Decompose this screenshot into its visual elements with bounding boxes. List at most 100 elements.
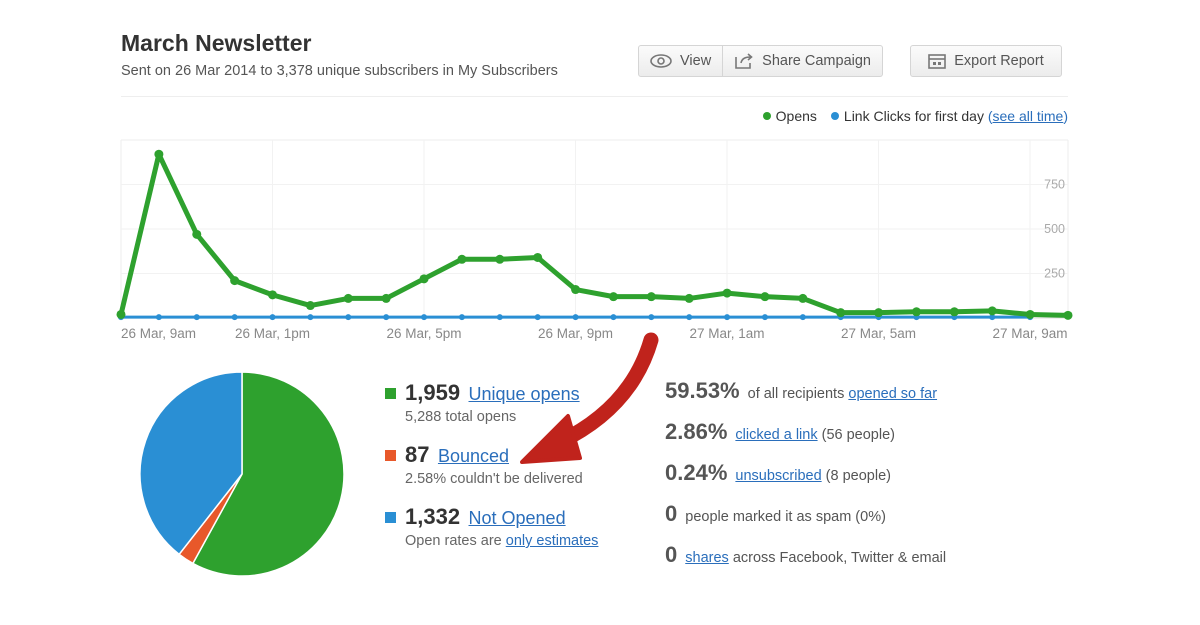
clicks-point bbox=[496, 314, 503, 321]
opens-point bbox=[305, 301, 315, 311]
opens-point bbox=[646, 292, 656, 302]
share-campaign-label: Share Campaign bbox=[762, 53, 871, 69]
not-opened-value: 1,332 bbox=[405, 504, 461, 529]
y-tick-label: 250 bbox=[1044, 267, 1065, 281]
shares-count: 0 bbox=[665, 542, 678, 567]
legend-opens-label: Opens bbox=[775, 108, 817, 124]
spam-summary-row: 0 people marked it as spam (0%) bbox=[665, 501, 946, 542]
summary-stats: 59.53% of all recipients opened so far 2… bbox=[665, 378, 946, 583]
clicks-point bbox=[572, 314, 579, 321]
page-title: March Newsletter bbox=[121, 30, 312, 56]
chart-legend: Opens Link Clicks for first day (see all… bbox=[762, 108, 1068, 124]
not-opened-sub: Open rates are only estimates bbox=[405, 533, 665, 549]
opens-point bbox=[760, 292, 770, 302]
x-tick-label: 27 Mar, 9am bbox=[992, 326, 1067, 341]
shares-summary-row: 0 shares across Facebook, Twitter & emai… bbox=[665, 542, 946, 583]
not-opened-stat: 1,332 Not Opened Open rates are only est… bbox=[385, 504, 665, 549]
clicks-point bbox=[269, 314, 276, 321]
view-button[interactable]: View bbox=[638, 45, 724, 77]
x-tick-label: 26 Mar, 5pm bbox=[386, 326, 461, 341]
opens-point bbox=[987, 306, 997, 316]
toolbar-button-group: View Share Campaign bbox=[638, 45, 883, 77]
clicks-point bbox=[383, 314, 390, 321]
x-tick-label: 26 Mar, 9pm bbox=[538, 326, 613, 341]
opens-point bbox=[533, 252, 543, 262]
opens-point bbox=[911, 307, 921, 317]
opens-point bbox=[116, 309, 126, 319]
unique-opens-swatch bbox=[385, 388, 396, 399]
opened-summary-row: 59.53% of all recipients opened so far bbox=[665, 378, 946, 419]
clicks-point bbox=[421, 314, 428, 321]
total-opens-text: 5,288 total opens bbox=[405, 409, 517, 425]
spam-text: people marked it as spam (0%) bbox=[685, 509, 886, 525]
clicks-point bbox=[610, 314, 617, 321]
opens-point bbox=[571, 285, 581, 295]
opened-percent: 59.53% bbox=[665, 378, 740, 403]
x-tick-label: 27 Mar, 5am bbox=[841, 326, 916, 341]
clicks-point bbox=[989, 314, 996, 321]
export-report-label: Export Report bbox=[954, 53, 1044, 69]
opened-prefix-text: of all recipients bbox=[747, 386, 845, 402]
unsubscribed-summary-row: 0.24% unsubscribed (8 people) bbox=[665, 460, 946, 501]
opens-point bbox=[836, 308, 846, 318]
see-all-time-link[interactable]: see all time bbox=[992, 108, 1064, 124]
opens-point bbox=[1063, 310, 1073, 320]
export-report-button[interactable]: Export Report bbox=[910, 45, 1062, 77]
opens-point bbox=[684, 293, 694, 303]
opens-point bbox=[608, 292, 618, 302]
opens-point bbox=[1025, 309, 1035, 319]
calendar-icon bbox=[928, 53, 947, 69]
clicked-a-link[interactable]: clicked a link bbox=[735, 427, 818, 443]
clicks-point bbox=[686, 314, 693, 321]
opens-point bbox=[192, 229, 202, 239]
unsubscribed-link[interactable]: unsubscribed bbox=[735, 468, 822, 484]
bounced-stat: 87 Bounced 2.58% couldn't be delivered bbox=[385, 442, 665, 487]
share-campaign-button[interactable]: Share Campaign bbox=[723, 45, 883, 77]
x-tick-label: 27 Mar, 1am bbox=[689, 326, 764, 341]
see-all-open-paren: ( bbox=[987, 108, 993, 124]
bounced-value: 87 bbox=[405, 442, 430, 467]
pie-slice-not-opened bbox=[139, 371, 243, 556]
clicks-point bbox=[799, 314, 806, 321]
bounced-sub-text: 2.58% couldn't be delivered bbox=[405, 471, 583, 487]
see-all-close-paren: ) bbox=[1063, 108, 1068, 124]
not-opened-swatch bbox=[385, 512, 396, 523]
opens-point bbox=[722, 288, 732, 298]
opens-point bbox=[874, 308, 884, 318]
unsubscribed-percent: 0.24% bbox=[665, 460, 728, 485]
stats-left: 1,959 Unique opens 5,288 total opens 87 … bbox=[385, 380, 665, 566]
share-icon bbox=[734, 53, 754, 69]
header-divider bbox=[121, 96, 1068, 97]
not-opened-link[interactable]: Not Opened bbox=[468, 508, 566, 528]
shares-link[interactable]: shares bbox=[685, 550, 729, 566]
bounced-link[interactable]: Bounced bbox=[437, 446, 509, 466]
x-tick-label: 26 Mar, 1pm bbox=[235, 326, 310, 341]
opened-so-far-link[interactable]: opened so far bbox=[848, 386, 938, 402]
open-rates-text: Open rates are bbox=[405, 533, 506, 549]
legend-opens: Opens bbox=[762, 108, 817, 124]
pie-slice-unique-opens bbox=[191, 371, 345, 577]
clicks-point bbox=[648, 314, 655, 321]
opens-point bbox=[268, 290, 278, 300]
only-estimates-link[interactable]: only estimates bbox=[505, 533, 599, 549]
y-tick-label: 750 bbox=[1044, 178, 1065, 192]
unique-opens-link[interactable]: Unique opens bbox=[468, 384, 580, 404]
campaign-subtitle: Sent on 26 Mar 2014 to 3,378 unique subs… bbox=[121, 63, 558, 79]
legend-clicks: Link Clicks for first day (see all time) bbox=[830, 108, 1068, 124]
unsubscribed-suffix-text: (8 people) bbox=[825, 468, 891, 484]
clicks-point bbox=[761, 314, 768, 321]
clicks-point bbox=[307, 314, 314, 321]
clicks-point bbox=[231, 314, 238, 321]
clicks-point bbox=[724, 314, 731, 321]
opens-point bbox=[495, 254, 505, 264]
legend-clicks-label: Link Clicks for first day bbox=[843, 108, 984, 124]
shares-suffix-text: across Facebook, Twitter & email bbox=[732, 550, 947, 566]
clicks-point bbox=[534, 314, 541, 321]
opens-point bbox=[154, 149, 164, 159]
opens-point bbox=[419, 274, 429, 284]
clicks-dot-icon bbox=[830, 112, 839, 121]
y-tick-label: 500 bbox=[1044, 222, 1065, 236]
clicked-suffix-text: (56 people) bbox=[821, 427, 895, 443]
opens-point bbox=[230, 276, 240, 286]
bounced-swatch bbox=[385, 450, 396, 461]
